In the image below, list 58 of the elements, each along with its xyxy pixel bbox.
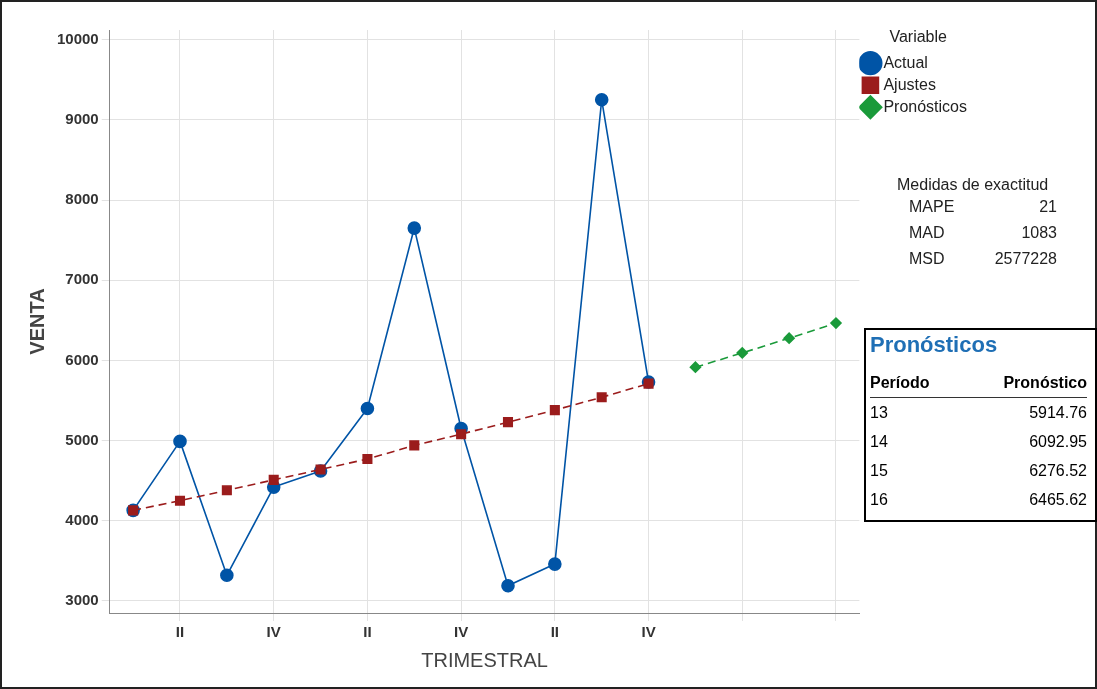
point — [502, 417, 514, 428]
text: MAPE — [909, 197, 955, 217]
point — [173, 434, 187, 449]
point — [268, 474, 279, 485]
point — [596, 392, 607, 403]
x-tick-label: II — [550, 623, 560, 641]
point — [736, 347, 749, 359]
text: Período — [870, 373, 930, 393]
y-tick-label: 6000 — [65, 350, 99, 368]
point — [456, 429, 467, 440]
text: 6276.52 — [1029, 461, 1087, 481]
text: 2577228 — [994, 249, 1057, 269]
point — [360, 401, 375, 416]
text: 13 — [870, 403, 888, 423]
text: Pronóstico — [1003, 373, 1087, 393]
x-tick-label: II — [175, 623, 185, 641]
text: 5914.76 — [1029, 403, 1087, 423]
text: MAD — [909, 223, 945, 243]
point — [783, 332, 795, 345]
x-tick-label: IV — [266, 623, 281, 641]
x-axis-title: TRIMESTRAL — [421, 648, 548, 671]
text: Pronósticos — [870, 332, 999, 358]
point — [594, 92, 609, 107]
y-axis-title: VENTA — [25, 288, 48, 355]
point — [501, 578, 515, 593]
text: MSD — [909, 249, 945, 269]
text: Medidas de exactitud — [897, 176, 1050, 194]
x-tick-label: IV — [454, 623, 469, 641]
legend-title: Variable — [889, 28, 948, 46]
y-tick-label: 8000 — [65, 190, 99, 208]
point — [689, 361, 702, 374]
point — [407, 221, 422, 235]
point — [174, 495, 186, 506]
text: 6092.95 — [1029, 432, 1087, 452]
y-tick-label: 7000 — [65, 270, 99, 288]
y-tick-label: 9000 — [65, 109, 99, 127]
text: 1083 — [1021, 223, 1057, 243]
point — [549, 405, 560, 416]
legend-label: Ajustes — [883, 75, 936, 93]
point — [221, 485, 232, 496]
y-tick-label: 4000 — [65, 510, 99, 528]
point — [830, 317, 842, 329]
point — [409, 440, 420, 451]
point — [220, 568, 234, 583]
point — [548, 557, 562, 571]
y-tick-label: 3000 — [65, 591, 99, 609]
text: 6465.62 — [1029, 490, 1087, 510]
text: 16 — [870, 490, 888, 510]
y-tick-label: 5000 — [65, 430, 99, 448]
point — [362, 453, 373, 465]
legend-label: Actual — [883, 53, 928, 71]
text: 14 — [870, 432, 888, 452]
legend-label: Pronósticos — [883, 97, 967, 115]
text: 21 — [1039, 197, 1057, 217]
x-tick-label: IV — [641, 623, 656, 641]
y-tick-label: 10000 — [56, 29, 99, 47]
x-tick-label: II — [363, 623, 372, 641]
text: 15 — [870, 461, 888, 481]
